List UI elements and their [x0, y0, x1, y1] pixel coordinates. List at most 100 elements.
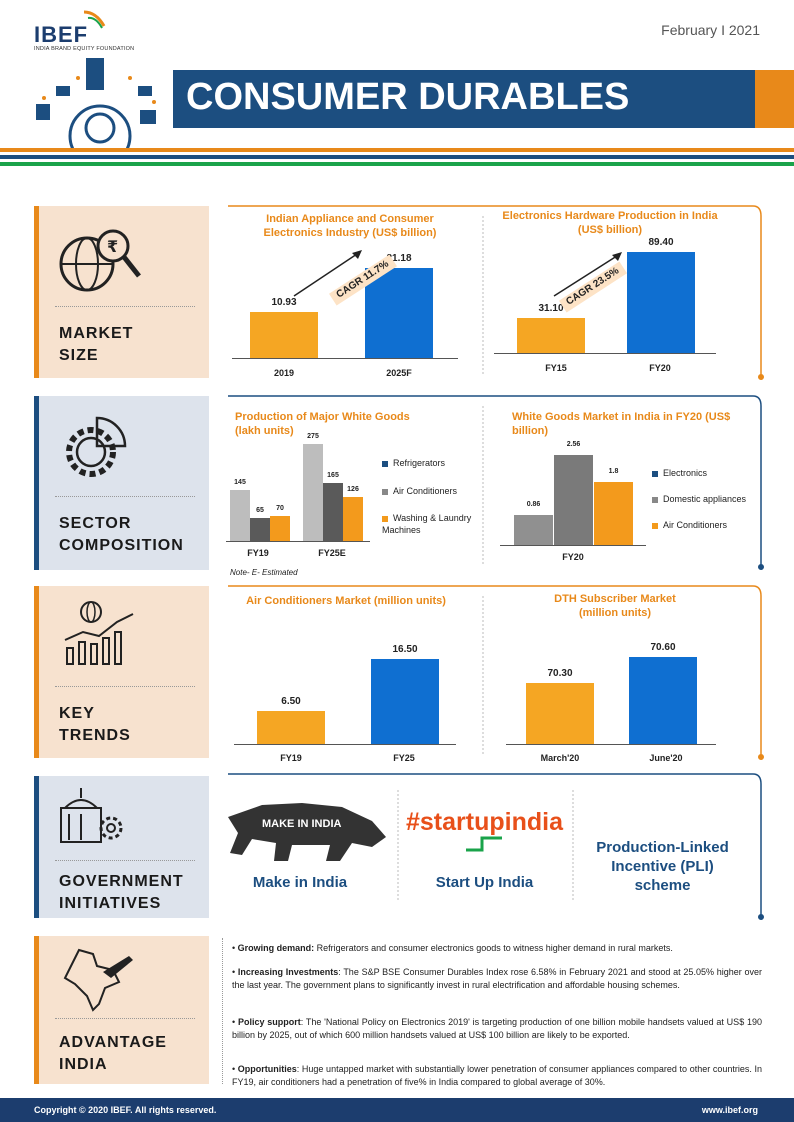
- x-tick-label: June'20: [649, 753, 683, 763]
- legend-swatch: [382, 515, 388, 522]
- x-tick-label: 2019: [273, 368, 295, 378]
- advantage-item: • Opportunities: Huge untapped market wi…: [232, 1064, 762, 1087]
- chart-title: DTH Subscriber Market (million units): [554, 593, 676, 619]
- bar-domestic-appliances: [554, 455, 593, 545]
- advantage-text: : Huge untapped market with substantiall…: [232, 1064, 762, 1087]
- advantage-item: • Policy support: The 'National Policy o…: [232, 1017, 762, 1040]
- india-map-plane-icon: [63, 948, 133, 1012]
- chart-title: Indian Appliance and Consumer Electronic…: [263, 213, 437, 239]
- chart-title: Production of Major White Goods (lakh un…: [235, 411, 410, 437]
- legend-label: Electronics: [663, 468, 708, 478]
- x-axis: [232, 358, 458, 359]
- section-label-line2: COMPOSITION: [59, 537, 184, 554]
- x-axis: [226, 541, 370, 542]
- consumer-durables-illustration-icon: [36, 58, 156, 148]
- chart-note: Note- E- Estimated: [230, 568, 298, 577]
- make-in-india-lion-logo: MAKE IN INDIA: [228, 803, 386, 861]
- bar-electronics: [514, 515, 553, 545]
- svg-text:MAKE IN INDIA: MAKE IN INDIA: [262, 818, 342, 830]
- advantage-heading: Growing demand:: [237, 943, 315, 953]
- issue-date: February I 2021: [661, 22, 760, 38]
- bar-washing-laundry-machines-fy25e: [343, 497, 363, 541]
- x-axis: [234, 744, 456, 745]
- x-tick-label: FY19: [280, 753, 302, 763]
- advantage-heading: Increasing Investments: [237, 967, 339, 977]
- page-title: CONSUMER DURABLES: [186, 76, 630, 118]
- ibef-logo: IBEF: [34, 22, 89, 47]
- startup-logo-stripe: [466, 836, 502, 852]
- legend-item: Electronics: [652, 468, 707, 478]
- data-label: 165: [327, 472, 339, 479]
- divider: [55, 496, 195, 497]
- data-label: 65: [256, 507, 264, 514]
- legend-label: Domestic appliances: [663, 494, 747, 504]
- title-banner: [173, 70, 755, 128]
- divider: [55, 306, 195, 307]
- legend-item: Domestic appliances: [652, 494, 746, 504]
- legend-item: Air Conditioners: [382, 486, 457, 496]
- data-label: 89.40: [648, 237, 674, 248]
- x-tick-label: March'20: [540, 753, 580, 763]
- sector-composition-frame: [228, 395, 764, 570]
- data-label: 16.50: [392, 644, 418, 655]
- data-label: 6.50: [281, 696, 301, 707]
- advantage-text: : The 'National Policy on Electronics 20…: [232, 1017, 762, 1040]
- data-label: 2.56: [566, 441, 581, 448]
- bar-FY15: [517, 318, 585, 353]
- government-building-gear-icon: [60, 788, 123, 843]
- x-axis: [500, 545, 646, 546]
- bar-June20: [629, 657, 697, 744]
- data-label: 1.8: [608, 468, 619, 475]
- gear-pie-chart-icon: [66, 416, 127, 477]
- section-label-line2: TRENDS: [59, 727, 131, 744]
- copyright-text: Copyright © 2020 IBEF. All rights reserv…: [34, 1105, 217, 1115]
- key-trends-frame: [228, 585, 764, 760]
- footer-link[interactable]: www.ibef.org: [701, 1105, 758, 1115]
- bar-air-conditioners-fy19: [250, 518, 270, 541]
- bar-refrigerators-fy25e: [303, 444, 323, 541]
- key-trends-panel: KEY TRENDS: [34, 586, 209, 758]
- bar-washing-laundry-machines-fy19: [270, 516, 290, 541]
- advantage-india-panel: ADVANTAGE INDIA: [34, 936, 209, 1084]
- section-label-line2: SIZE: [59, 347, 99, 364]
- title-banner-accent: [755, 70, 794, 128]
- market-size-frame: [228, 205, 764, 380]
- logo-subtitle: INDIA BRAND EQUITY FOUNDATION: [34, 46, 135, 52]
- government-initiatives-frame: [228, 773, 764, 920]
- advantage-heading: Opportunities: [237, 1064, 297, 1074]
- data-label: 70.60: [650, 642, 676, 653]
- x-tick-label: FY20: [562, 552, 584, 562]
- data-label: 145: [234, 479, 246, 486]
- legend-label: Air Conditioners: [393, 486, 458, 496]
- legend-label: Washing & Laundry Machines: [382, 513, 472, 535]
- orange-stripe: [0, 148, 794, 152]
- advantage-text: : The S&P BSE Consumer Durables Index ro…: [232, 967, 762, 990]
- divider: [55, 860, 195, 861]
- market-size-panel: ₹ MARKET SIZE: [34, 206, 209, 378]
- pli-scheme-label: Production-Linked Incentive (PLI) scheme: [596, 839, 729, 894]
- bar-FY19: [257, 711, 325, 744]
- legend-swatch: [382, 488, 388, 495]
- legend-swatch: [382, 460, 388, 467]
- x-axis: [494, 353, 716, 354]
- data-label: 21.18: [386, 253, 412, 264]
- bar-air-conditioners: [594, 482, 633, 545]
- advantage-item: • Growing demand: Refrigerators and cons…: [232, 943, 673, 953]
- legend-swatch: [652, 522, 658, 529]
- section-label-line1: MARKET: [59, 325, 134, 342]
- x-axis: [506, 744, 716, 745]
- data-label: 10.93: [271, 297, 297, 308]
- advantage-divider: [222, 938, 223, 1084]
- x-tick-label: FY20: [649, 363, 671, 373]
- legend-item: Air Conditioners: [652, 520, 727, 530]
- chart-title: White Goods Market in India in FY20 (US$…: [512, 411, 731, 437]
- growth-arrow-icon: [553, 252, 622, 297]
- bar-FY25: [371, 659, 439, 744]
- section-label-line1: SECTOR: [59, 515, 132, 532]
- x-tick-label: FY25: [393, 753, 415, 763]
- data-label: 31.10: [538, 303, 564, 314]
- bar-FY20: [627, 252, 695, 353]
- legend-label: Air Conditioners: [663, 520, 728, 530]
- bar-March20: [526, 683, 594, 744]
- section-label-line2: INITIATIVES: [59, 895, 162, 912]
